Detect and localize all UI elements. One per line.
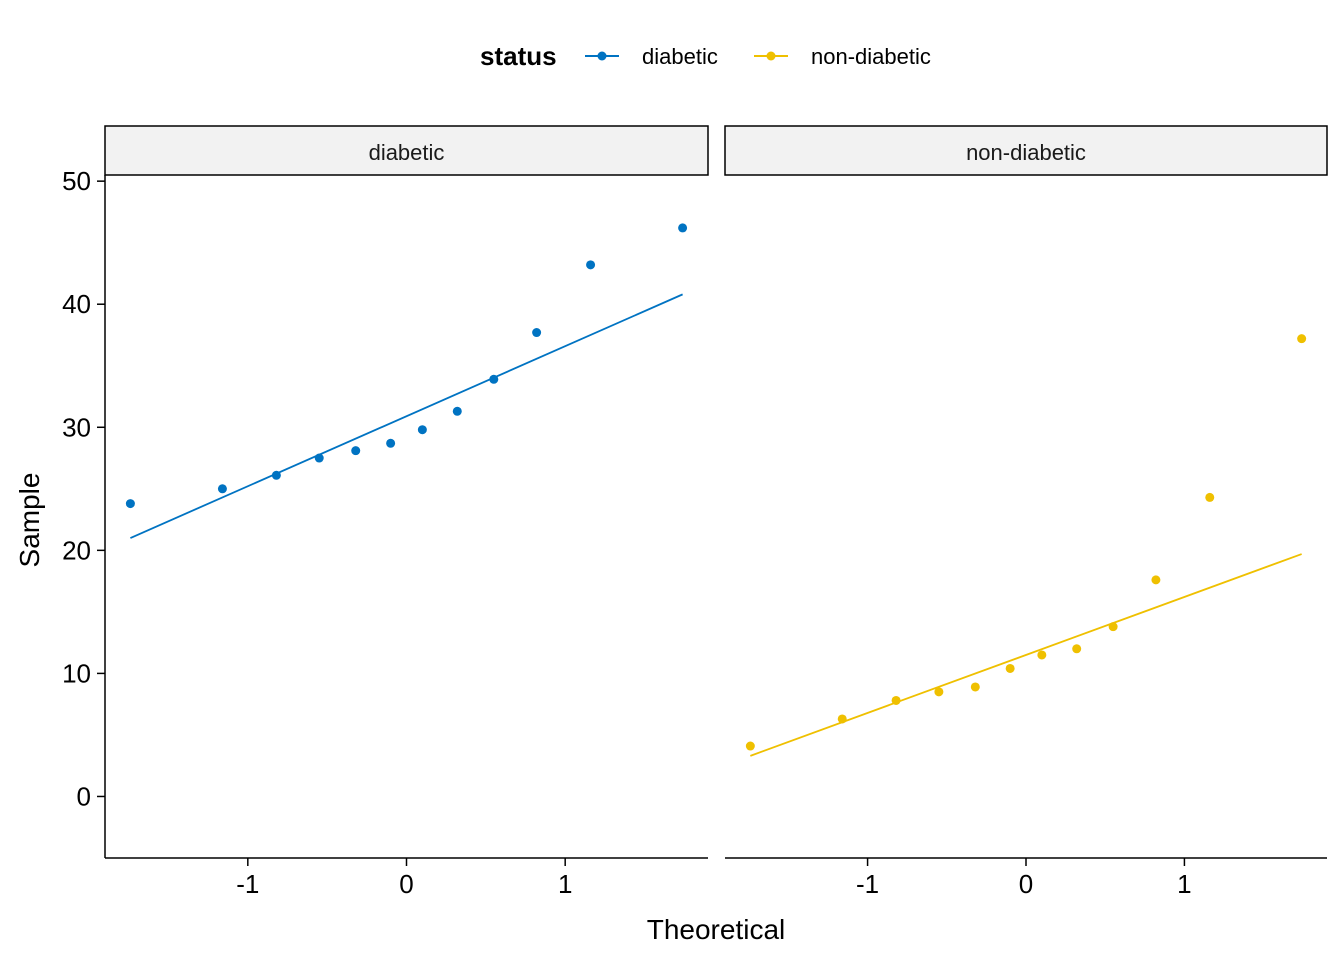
x-tick-label: 1 (558, 869, 572, 899)
data-point (1005, 663, 1015, 673)
data-point (586, 260, 596, 270)
facet-strip-diabetic: diabetic (104, 125, 709, 176)
data-point (1151, 575, 1161, 585)
y-tick-label: 30 (62, 412, 91, 442)
plot-marks (125, 223, 1307, 757)
x-tick-label: -1 (856, 869, 879, 899)
data-point (837, 714, 847, 724)
data-point (351, 446, 361, 456)
data-point (386, 438, 396, 448)
x-tick-label: 1 (1177, 869, 1191, 899)
qq-reference-line (750, 553, 1302, 757)
data-point (271, 470, 281, 480)
facet-strip-non-diabetic: non-diabetic (724, 125, 1328, 176)
x-axis-title: Theoretical (647, 914, 786, 945)
axes: 0 10 20 30 40 50 -1 0 1 -1 0 1 (62, 166, 1327, 899)
data-point (1297, 334, 1307, 344)
data-point (1072, 644, 1082, 654)
qq-reference-line (130, 293, 683, 539)
facet-strip-label: diabetic (369, 140, 445, 165)
data-point (125, 499, 135, 509)
legend-title: status (480, 41, 557, 71)
x-tick-label: 0 (399, 869, 413, 899)
legend-key-non-diabetic (754, 51, 788, 61)
facet-strip-label: non-diabetic (966, 140, 1086, 165)
data-point (745, 741, 755, 751)
legend-label-diabetic: diabetic (642, 44, 718, 69)
data-point (532, 328, 542, 338)
x-tick-label: 0 (1019, 869, 1033, 899)
y-tick-label: 20 (62, 535, 91, 565)
legend: status diabetic non-diabetic (480, 41, 931, 71)
data-point (314, 453, 324, 463)
data-point (1205, 492, 1215, 502)
legend-label-non-diabetic: non-diabetic (811, 44, 931, 69)
data-point (934, 687, 944, 697)
data-point (417, 425, 427, 435)
x-tick-label: -1 (236, 869, 259, 899)
data-point (452, 406, 462, 416)
y-tick-label: 0 (77, 781, 91, 811)
data-point (1037, 650, 1047, 660)
y-tick-label: 50 (62, 166, 91, 196)
data-point (678, 223, 688, 233)
data-point (891, 695, 901, 705)
y-tick-label: 40 (62, 289, 91, 319)
legend-key-diabetic (585, 51, 619, 61)
data-point (489, 374, 499, 384)
data-point (217, 484, 227, 494)
y-tick-label: 10 (62, 658, 91, 688)
data-point (1108, 622, 1118, 632)
y-axis-title: Sample (14, 473, 45, 568)
data-point (970, 682, 980, 692)
